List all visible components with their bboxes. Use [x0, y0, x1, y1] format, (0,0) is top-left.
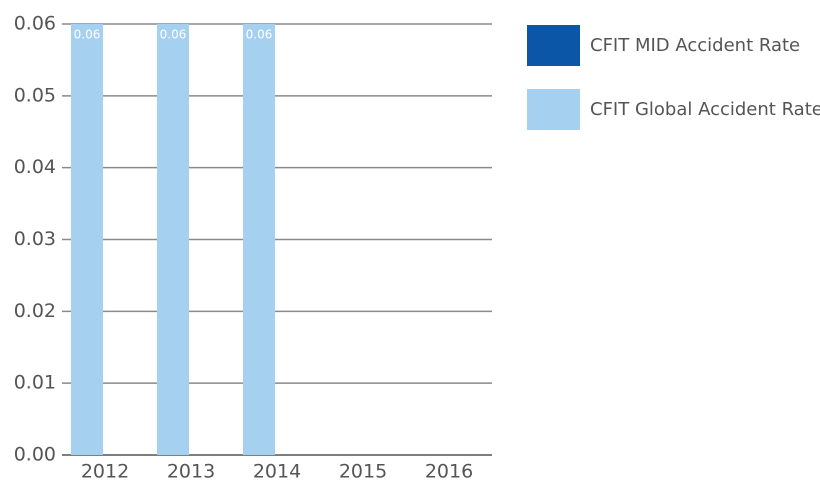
data-label: 0.06 [160, 28, 187, 42]
legend-label: CFIT MID Accident Rate [590, 35, 800, 56]
x-tick-label: 2013 [167, 461, 215, 483]
bar [157, 24, 189, 455]
data-label: 0.06 [74, 28, 101, 42]
x-tick-label: 2014 [253, 461, 301, 483]
x-tick-label: 2015 [339, 461, 387, 483]
y-tick-label: 0.03 [14, 228, 56, 250]
x-tick-label: 2016 [425, 461, 473, 483]
x-tick-label: 2012 [81, 461, 129, 483]
y-tick-label: 0.05 [14, 84, 56, 106]
legend-swatch [527, 25, 580, 66]
y-tick-label: 0.06 [14, 13, 56, 35]
y-tick-label: 0.00 [14, 444, 56, 466]
y-tick-label: 0.02 [14, 300, 56, 322]
data-label: 0.06 [246, 28, 273, 42]
bar [243, 24, 275, 455]
y-tick-label: 0.04 [14, 156, 56, 178]
legend-swatch [527, 89, 580, 130]
bar [71, 24, 103, 455]
y-tick-label: 0.01 [14, 372, 56, 394]
legend-label: CFIT Global Accident Rate [590, 99, 820, 120]
